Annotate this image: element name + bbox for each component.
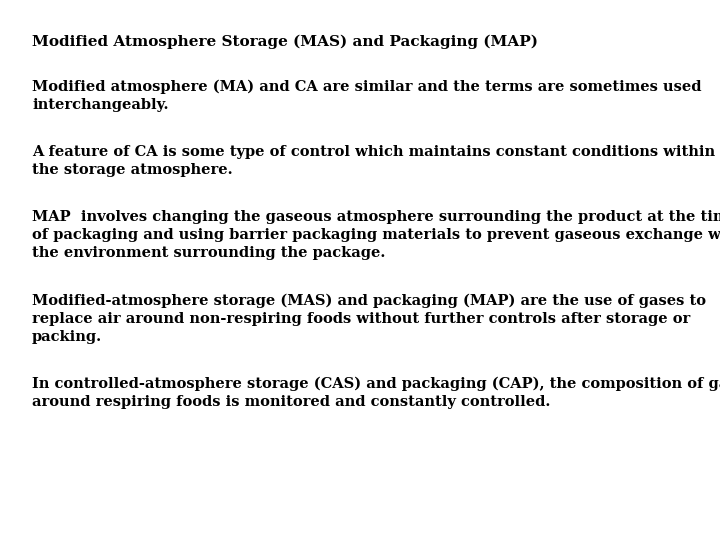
Text: MAP  involves changing the gaseous atmosphere surrounding the product at the tim: MAP involves changing the gaseous atmosp… — [32, 210, 720, 260]
Text: Modified atmosphere (MA) and CA are similar and the terms are sometimes used
int: Modified atmosphere (MA) and CA are simi… — [32, 80, 701, 112]
Text: In controlled-atmosphere storage (CAS) and packaging (CAP), the composition of g: In controlled-atmosphere storage (CAS) a… — [32, 377, 720, 409]
Text: A feature of CA is some type of control which maintains constant conditions with: A feature of CA is some type of control … — [32, 145, 715, 177]
Text: Modified-atmosphere storage (MAS) and packaging (MAP) are the use of gases to
re: Modified-atmosphere storage (MAS) and pa… — [32, 294, 706, 343]
Text: Modified Atmosphere Storage (MAS) and Packaging (MAP): Modified Atmosphere Storage (MAS) and Pa… — [32, 35, 538, 49]
